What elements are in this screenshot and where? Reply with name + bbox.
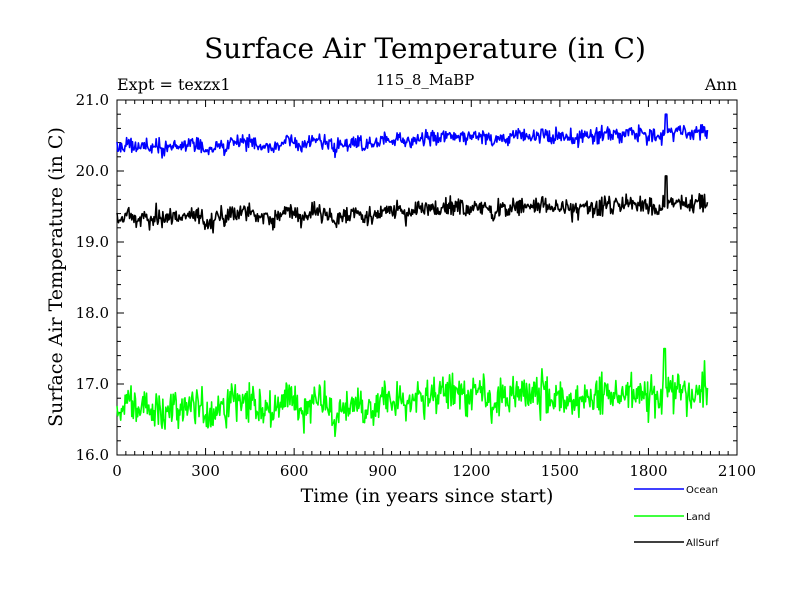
- x-tick-label: 600: [280, 462, 309, 480]
- plot-frame: [116, 99, 738, 456]
- y-tick-label: 20.0: [76, 162, 109, 180]
- x-tick-label: 900: [368, 462, 397, 480]
- y-tick-label: 17.0: [76, 375, 109, 393]
- series-layer: [116, 113, 709, 438]
- series-line-ocean: [116, 113, 709, 159]
- y-tick-label: 21.0: [76, 91, 109, 109]
- x-tick-label: 1200: [452, 462, 490, 480]
- x-tick-label: 1500: [541, 462, 579, 480]
- legend-label-land: Land: [686, 512, 710, 523]
- x-axis-label: Time (in years since start): [301, 485, 554, 507]
- x-tick-label: 2100: [718, 462, 756, 480]
- legend-label-allsurf: AllSurf: [686, 538, 719, 549]
- chart-title: Surface Air Temperature (in C): [204, 32, 646, 65]
- y-tick-label: 19.0: [76, 233, 109, 251]
- x-tick-label: 1800: [629, 462, 667, 480]
- period-label: 115_8_MaBP: [376, 71, 475, 89]
- y-tick-label: 18.0: [76, 304, 109, 322]
- y-tick-label: 16.0: [76, 446, 109, 464]
- x-tick-label: 0: [112, 462, 122, 480]
- legend-label-ocean: Ocean: [686, 485, 718, 496]
- season-label: Ann: [704, 75, 737, 94]
- series-line-allsurf: [116, 175, 709, 234]
- experiment-label: Expt = texzx1: [117, 75, 231, 94]
- legend: Ocean Land AllSurf: [634, 485, 719, 549]
- x-tick-label: 300: [191, 462, 220, 480]
- series-line-land: [116, 347, 709, 438]
- axis-ticks: 0 300 600 900 1200 1500 1800 2100 16.0 17.0 18.0 19…: [76, 91, 757, 480]
- y-axis-label: Surface Air Temperature (in C): [45, 127, 67, 427]
